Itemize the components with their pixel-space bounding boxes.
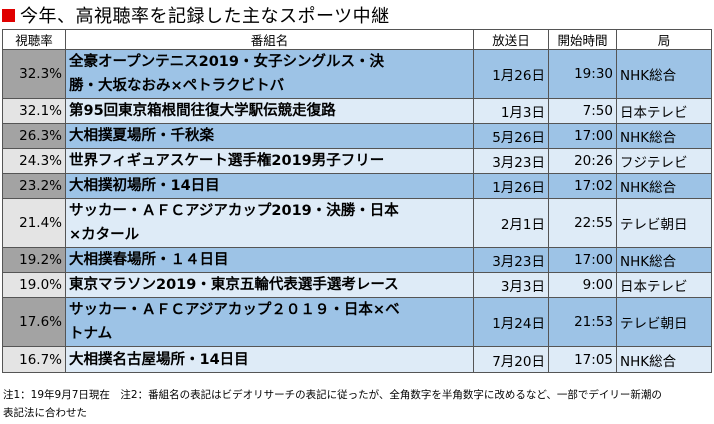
program-line: 東京マラソン2019・東京五輪代表選手選考レース <box>69 277 399 293</box>
footnote-line: 注1：19年9月7日現在 注2：番組名の表記はビデオリサーチの表記に従ったが、全… <box>3 389 662 401</box>
program-line: 大相撲夏場所・千秋楽 <box>69 128 214 144</box>
station-cell: NHK総合 <box>616 49 712 99</box>
program-line: 世界フィギュアスケート選手権2019男子フリー <box>69 153 385 169</box>
rating-cell: 19.0% <box>2 272 66 298</box>
program-line: サッカー・ＡＦＣアジアカップ2019・決勝・日本 <box>69 203 399 219</box>
program-line: 大相撲初場所・14日目 <box>69 178 220 194</box>
table-row: 16.7% 大相撲名古屋場所・14日目 7月20日 17:05 NHK総合 <box>2 346 712 373</box>
program-cell: サッカー・ＡＦＣアジアカップ２０１９・日本×ベ トナム <box>65 297 474 347</box>
start-time-cell: 17:00 <box>548 123 617 149</box>
rating-cell: 26.3% <box>2 123 66 149</box>
program-cell: 第95回東京箱根間往復大学駅伝競走復路 <box>65 98 474 124</box>
program-cell: 全豪オープンテニス2019・女子シングルス・決 勝・大坂なおみ×ペトラクビトバ <box>65 49 474 99</box>
start-time-cell: 7:50 <box>548 98 617 124</box>
program-cell: 大相撲名古屋場所・14日目 <box>65 346 474 373</box>
broadcast-date-cell: 7月20日 <box>473 346 549 373</box>
table-row: 24.3% 世界フィギュアスケート選手権2019男子フリー 3月23日 20:26 フジ… <box>2 148 712 174</box>
rating-cell: 19.2% <box>2 247 66 273</box>
table-row: 26.3% 大相撲夏場所・千秋楽 5月26日 17:00 NHK総合 <box>2 123 712 149</box>
program-line: サッカー・ＡＦＣアジアカップ２０１９・日本×ベ <box>69 302 400 318</box>
program-cell: 大相撲夏場所・千秋楽 <box>65 123 474 149</box>
program-line: 第95回東京箱根間往復大学駅伝競走復路 <box>69 103 336 119</box>
table-row: 19.0% 東京マラソン2019・東京五輪代表選手選考レース 3月3日 9:00 日本テ… <box>2 272 712 298</box>
program-cell: 大相撲春場所・１４日目 <box>65 247 474 273</box>
header-station: 局 <box>616 29 712 50</box>
table-row: 23.2% 大相撲初場所・14日目 1月26日 17:02 NHK総合 <box>2 173 712 199</box>
program-cell: 大相撲初場所・14日目 <box>65 173 474 199</box>
page-title: 今年、高視聴率を記録した主なスポーツ中継 <box>2 1 390 29</box>
rating-cell: 16.7% <box>2 346 66 373</box>
rating-cell: 32.3% <box>2 49 66 99</box>
rating-cell: 23.2% <box>2 173 66 199</box>
program-line: 大相撲春場所・１４日目 <box>69 252 229 268</box>
title-text: 今年、高視聴率を記録した主なスポーツ中継 <box>20 6 390 27</box>
start-time-cell: 21:53 <box>548 297 617 347</box>
rating-cell: 21.4% <box>2 198 66 248</box>
program-line: 全豪オープンテニス2019・女子シングルス・決 <box>69 54 384 70</box>
station-cell: テレビ朝日 <box>616 198 712 248</box>
program-cell: 世界フィギュアスケート選手権2019男子フリー <box>65 148 474 174</box>
program-cell: 東京マラソン2019・東京五輪代表選手選考レース <box>65 272 474 298</box>
station-cell: NHK総合 <box>616 173 712 199</box>
station-cell: NHK総合 <box>616 123 712 149</box>
broadcast-date-cell: 1月24日 <box>473 297 549 347</box>
start-time-cell: 17:05 <box>548 346 617 373</box>
rating-cell: 24.3% <box>2 148 66 174</box>
start-time-cell: 20:26 <box>548 148 617 174</box>
table-row: 32.3% 全豪オープンテニス2019・女子シングルス・決 勝・大坂なおみ×ペトラク… <box>2 49 712 99</box>
station-cell: 日本テレビ <box>616 98 712 124</box>
station-cell: フジテレビ <box>616 148 712 174</box>
table-header-row: 視聴率 番組名 放送日 開始時間 局 <box>2 29 712 50</box>
broadcast-date-cell: 1月26日 <box>473 49 549 99</box>
start-time-cell: 9:00 <box>548 272 617 298</box>
program-line: 大相撲名古屋場所・14日目 <box>69 351 249 368</box>
program-line: ×カタール <box>69 227 140 243</box>
red-square-icon <box>2 8 15 22</box>
program-cell: サッカー・ＡＦＣアジアカップ2019・決勝・日本 ×カタール <box>65 198 474 248</box>
header-date: 放送日 <box>473 29 549 50</box>
broadcast-date-cell: 5月26日 <box>473 123 549 149</box>
broadcast-date-cell: 3月23日 <box>473 148 549 174</box>
footnote-line: 表記法に合わせた <box>3 407 87 419</box>
table-row: 19.2% 大相撲春場所・１４日目 3月23日 17:00 NHK総合 <box>2 247 712 273</box>
broadcast-date-cell: 2月1日 <box>473 198 549 248</box>
broadcast-date-cell: 1月26日 <box>473 173 549 199</box>
program-line: トナム <box>69 326 113 342</box>
header-program: 番組名 <box>65 29 474 50</box>
broadcast-date-cell: 3月23日 <box>473 247 549 273</box>
table-row: 17.6% サッカー・ＡＦＣアジアカップ２０１９・日本×ベ トナム 1月24日 21:5… <box>2 297 712 347</box>
start-time-cell: 17:00 <box>548 247 617 273</box>
station-cell: 日本テレビ <box>616 272 712 298</box>
broadcast-date-cell: 3月3日 <box>473 272 549 298</box>
start-time-cell: 19:30 <box>548 49 617 99</box>
table-row: 32.1% 第95回東京箱根間往復大学駅伝競走復路 1月3日 7:50 日本テレビ <box>2 98 712 124</box>
rating-cell: 32.1% <box>2 98 66 124</box>
start-time-cell: 17:02 <box>548 173 617 199</box>
ratings-table: 視聴率 番組名 放送日 開始時間 局 32.3% 全豪オープンテニス2019・女子… <box>2 29 712 373</box>
rating-cell: 17.6% <box>2 297 66 347</box>
program-line: 勝・大坂なおみ×ペトラクビトバ <box>69 78 285 94</box>
table-row: 21.4% サッカー・ＡＦＣアジアカップ2019・決勝・日本 ×カタール 2月1日 22… <box>2 198 712 248</box>
broadcast-date-cell: 1月3日 <box>473 98 549 124</box>
table-body: 32.3% 全豪オープンテニス2019・女子シングルス・決 勝・大坂なおみ×ペトラク… <box>2 49 712 373</box>
station-cell: テレビ朝日 <box>616 297 712 347</box>
station-cell: NHK総合 <box>616 247 712 273</box>
header-start-time: 開始時間 <box>548 29 617 50</box>
footnotes: 注1：19年9月7日現在 注2：番組名の表記はビデオリサーチの表記に従ったが、全… <box>3 386 711 422</box>
start-time-cell: 22:55 <box>548 198 617 248</box>
header-rate: 視聴率 <box>2 29 66 50</box>
station-cell: NHK総合 <box>616 346 712 373</box>
